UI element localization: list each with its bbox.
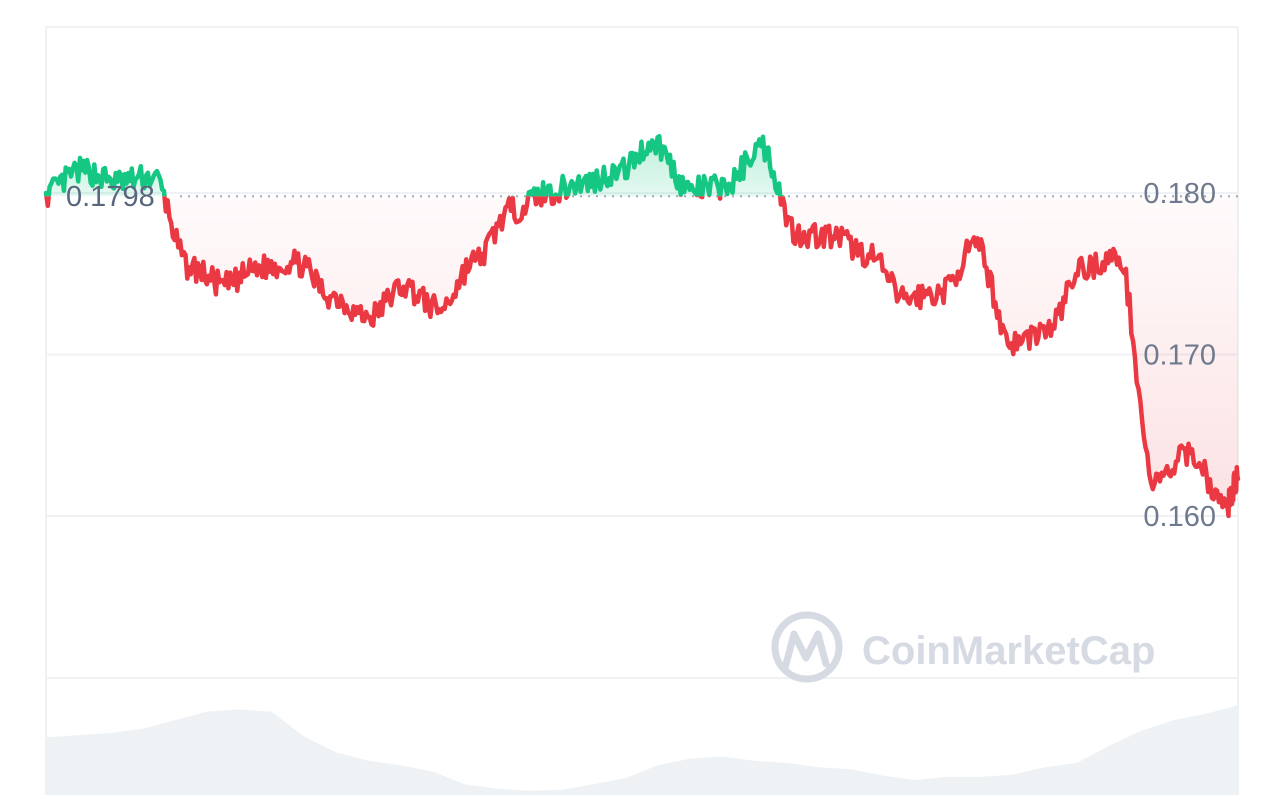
y-tick-label: 0.170 bbox=[1143, 340, 1216, 372]
gridlines bbox=[46, 192, 1238, 679]
y-tick-label: 0.160 bbox=[1143, 501, 1216, 533]
coinmarketcap-logo-icon bbox=[771, 611, 843, 683]
area-fill-below-reference bbox=[46, 196, 1238, 516]
volume-area bbox=[46, 705, 1238, 795]
watermark: CoinMarketCap bbox=[771, 611, 1155, 683]
y-tick-label: 0.180 bbox=[1143, 178, 1216, 210]
y-axis-ticks: 0.180 0.170 0.160 bbox=[1143, 178, 1216, 533]
watermark-text: CoinMarketCap bbox=[862, 629, 1155, 673]
reference-price-label: 0.1798 bbox=[66, 181, 155, 213]
price-line-below-reference bbox=[44, 196, 1241, 519]
area-fill-above-reference bbox=[46, 136, 1238, 197]
price-line-above-reference bbox=[43, 133, 785, 197]
